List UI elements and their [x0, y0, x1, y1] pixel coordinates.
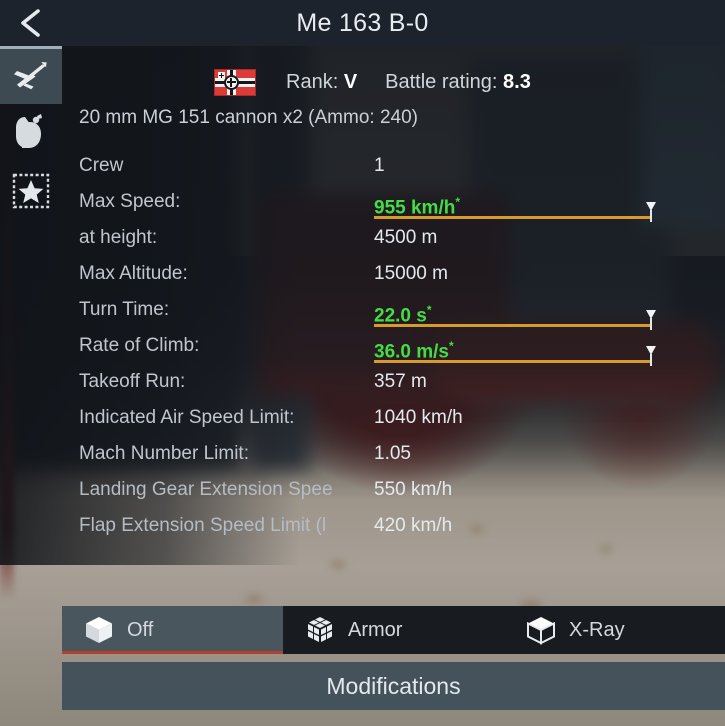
- stat-progress-fill: [374, 216, 651, 219]
- stat-value-text: 550 km/h: [374, 479, 453, 500]
- stat-value-text: 15000 m: [374, 263, 448, 284]
- stat-row: Landing Gear Extension Spee 550 km/h: [62, 477, 725, 513]
- left-icon-rail: [0, 46, 62, 220]
- stat-label: Takeoff Run:: [79, 371, 186, 392]
- stat-progress-bar: [374, 310, 656, 330]
- tab-label: X-Ray: [569, 618, 625, 641]
- stat-progress-fill: [374, 324, 651, 327]
- sidebar-item-crew[interactable]: [0, 104, 62, 162]
- stat-row: at height: 4500 m: [62, 225, 725, 261]
- stat-value: 36.0 m/s*: [374, 333, 454, 365]
- stat-value-text: 420 km/h: [374, 515, 453, 536]
- stat-row: Mach Number Limit: 1.05: [62, 441, 725, 477]
- stat-value: 1040 km/h: [374, 405, 463, 431]
- stat-row: Turn Time: 22.0 s*: [62, 297, 725, 333]
- stat-value: 357 m: [374, 369, 427, 395]
- stat-value: 15000 m: [374, 261, 448, 287]
- stat-value: 1: [374, 153, 385, 179]
- stat-label: Crew: [79, 155, 124, 176]
- stat-label: Indicated Air Speed Limit:: [79, 407, 295, 428]
- germany-balkenkreuz-flag-icon: [214, 68, 256, 96]
- airplane-icon: [11, 59, 51, 95]
- back-button[interactable]: [0, 0, 62, 46]
- stat-row: Rate of Climb: 36.0 m/s*: [62, 333, 725, 369]
- tab-armor[interactable]: Armor: [283, 606, 504, 654]
- stat-label: Rate of Climb:: [79, 335, 200, 356]
- stat-label: Flap Extension Speed Limit (l: [79, 515, 327, 536]
- stat-value-text: 4500 m: [374, 227, 438, 248]
- stat-value-asterisk: *: [449, 339, 454, 353]
- stat-progress-bar: [374, 346, 656, 366]
- stat-progress-marker-icon: [646, 346, 656, 366]
- stat-row: Crew 1: [62, 153, 725, 189]
- rank-value: V: [343, 70, 358, 93]
- stat-label: Max Speed:: [79, 191, 181, 212]
- nation-rank-row: Rank: V Battle rating: 8.3: [62, 59, 725, 105]
- stat-row: Flap Extension Speed Limit (l 420 km/h: [62, 513, 725, 549]
- stat-value-text: 1040 km/h: [374, 407, 463, 428]
- view-mode-tabs: Off Armor X-Ray: [62, 606, 725, 654]
- stat-value: 1.05: [374, 441, 411, 467]
- segmented-cube-icon: [305, 615, 348, 645]
- stat-value: 4500 m: [374, 225, 437, 251]
- armament-text: 20 mm MG 151 cannon x2 (Ammo: 240): [79, 107, 418, 128]
- pilot-head-icon: [13, 114, 49, 152]
- rank-label: Rank:: [286, 70, 339, 93]
- stat-progress-marker-icon: [646, 202, 656, 222]
- stat-row: Max Speed: 955 km/h*: [62, 189, 725, 225]
- rank-info: Rank: V: [286, 71, 357, 94]
- stat-progress-bar: [374, 202, 656, 222]
- stat-label: Mach Number Limit:: [79, 443, 249, 464]
- chevron-left-icon: [18, 8, 44, 38]
- stat-value-text: 357 m: [374, 371, 427, 392]
- stats-list: Crew 1 Max Speed: 955 km/h* at height: 4500 m…: [62, 153, 725, 549]
- stat-value-text: 22.0 s: [374, 305, 427, 327]
- stat-value: 420 km/h: [374, 513, 452, 539]
- stat-label: Turn Time:: [79, 299, 170, 320]
- tab-label: Armor: [348, 618, 403, 641]
- tab-off[interactable]: Off: [62, 606, 283, 654]
- modifications-button[interactable]: Modifications: [62, 662, 725, 710]
- stat-value-text: 1.05: [374, 443, 411, 464]
- stats-panel: Rank: V Battle rating: 8.3 20 mm MG 151 …: [62, 46, 725, 606]
- battle-rating-value: 8.3: [503, 70, 531, 93]
- sidebar-item-decals[interactable]: [0, 162, 62, 220]
- battle-rating-info: Battle rating: 8.3: [385, 71, 531, 94]
- title-bar: Me 163 B-0: [0, 0, 725, 46]
- stat-value-text: 1: [374, 155, 385, 176]
- stat-value: 22.0 s*: [374, 297, 432, 329]
- battle-rating-label: Battle rating:: [385, 70, 498, 93]
- stat-progress-fill: [374, 360, 651, 363]
- tab-label: Off: [127, 618, 154, 641]
- stat-row: Takeoff Run: 357 m: [62, 369, 725, 405]
- stat-value-asterisk: *: [426, 303, 432, 317]
- stats-left-fade: [0, 45, 300, 565]
- stat-label: Max Altitude:: [79, 263, 188, 284]
- page-title: Me 163 B-0: [296, 8, 429, 37]
- sidebar-item-airplane[interactable]: [0, 46, 62, 104]
- star-decal-icon: [11, 171, 51, 211]
- stat-value-text: 36.0 m/s: [374, 341, 449, 363]
- modifications-label: Modifications: [326, 672, 461, 699]
- stat-progress-marker-icon: [646, 310, 656, 330]
- stat-value-text: 955 km/h: [374, 197, 456, 219]
- wireframe-cube-icon: [526, 615, 569, 645]
- tab-x-ray[interactable]: X-Ray: [504, 606, 725, 654]
- stat-label: at height:: [79, 227, 158, 248]
- stat-row: Indicated Air Speed Limit: 1040 km/h: [62, 405, 725, 441]
- stat-value-asterisk: *: [455, 195, 460, 209]
- stat-label: Landing Gear Extension Spee: [79, 479, 333, 500]
- stat-row: Max Altitude: 15000 m: [62, 261, 725, 297]
- solid-cube-icon: [84, 615, 127, 645]
- stat-value: 550 km/h: [374, 477, 452, 503]
- stat-value: 955 km/h*: [374, 189, 460, 221]
